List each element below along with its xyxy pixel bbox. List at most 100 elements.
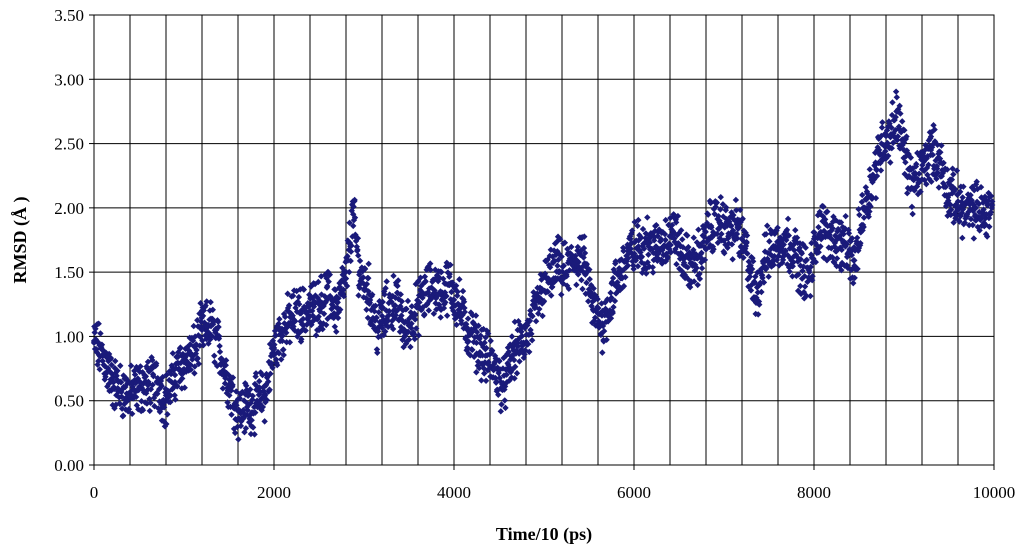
- data-point: [635, 216, 642, 224]
- data-point: [631, 218, 638, 226]
- data-point: [395, 277, 402, 284]
- data-point: [302, 327, 309, 334]
- data-point: [563, 272, 570, 280]
- data-point: [824, 230, 831, 237]
- data-point: [783, 236, 790, 244]
- data-point: [392, 294, 399, 302]
- data-point: [650, 237, 658, 244]
- data-point: [917, 188, 924, 195]
- data-point: [926, 142, 933, 150]
- data-point: [989, 198, 996, 205]
- data-point: [655, 250, 662, 257]
- data-point: [961, 219, 969, 226]
- data-point: [797, 262, 804, 269]
- data-point: [415, 332, 422, 339]
- data-point: [743, 238, 750, 246]
- data-point: [440, 275, 447, 282]
- data-point: [581, 233, 588, 240]
- data-point: [197, 300, 204, 307]
- data-point: [761, 248, 769, 255]
- data-point: [773, 246, 780, 253]
- data-point: [888, 145, 895, 152]
- data-point: [503, 371, 510, 378]
- data-point: [789, 263, 796, 270]
- data-point: [729, 227, 737, 234]
- data-point: [548, 292, 555, 299]
- data-point: [261, 391, 269, 398]
- data-point: [792, 226, 799, 234]
- data-point: [331, 323, 339, 330]
- data-point: [94, 338, 102, 346]
- data-point: [902, 152, 910, 160]
- data-point: [350, 203, 357, 210]
- data-point: [584, 268, 592, 275]
- data-point: [521, 351, 528, 358]
- data-point: [209, 306, 216, 313]
- data-point: [947, 206, 955, 213]
- data-point: [422, 278, 429, 285]
- data-point: [374, 326, 381, 334]
- data-point: [824, 208, 831, 215]
- data-point: [125, 406, 133, 413]
- data-point: [695, 226, 702, 233]
- data-point: [820, 203, 827, 210]
- data-point: [611, 268, 618, 276]
- data-point: [867, 203, 874, 210]
- data-point: [546, 264, 554, 271]
- data-point: [892, 113, 899, 121]
- data-point: [859, 191, 866, 199]
- data-point: [106, 368, 114, 375]
- data-point: [623, 244, 631, 251]
- data-point: [540, 297, 548, 305]
- data-point: [754, 269, 761, 276]
- data-point: [541, 270, 549, 277]
- data-point: [761, 256, 768, 263]
- data-point: [538, 276, 545, 283]
- data-point: [726, 218, 733, 225]
- data-point: [365, 288, 372, 295]
- data-point: [379, 324, 386, 332]
- data-point: [107, 354, 115, 362]
- data-point: [746, 273, 754, 280]
- data-point: [799, 267, 806, 275]
- data-point: [848, 247, 855, 255]
- data-point: [265, 378, 272, 385]
- data-point: [410, 330, 418, 338]
- data-point: [481, 339, 488, 346]
- data-point: [680, 256, 687, 263]
- data-point: [734, 235, 741, 242]
- data-point: [644, 214, 651, 221]
- data-point: [252, 400, 260, 407]
- data-point: [976, 227, 983, 234]
- y-axis-title: RMSD (Å ): [10, 197, 31, 284]
- data-point: [743, 249, 750, 257]
- data-point: [821, 216, 829, 223]
- data-point: [548, 280, 555, 288]
- data-point: [590, 285, 597, 292]
- data-point: [970, 235, 978, 242]
- data-point: [268, 360, 275, 367]
- data-point: [454, 288, 461, 295]
- data-point: [177, 344, 184, 351]
- data-point: [762, 230, 770, 238]
- data-point: [929, 141, 936, 149]
- data-point: [224, 399, 231, 406]
- data-point: [767, 245, 774, 253]
- data-point: [640, 245, 648, 252]
- data-point: [980, 206, 987, 213]
- data-point: [674, 231, 681, 239]
- data-point: [630, 265, 637, 273]
- data-point: [866, 208, 873, 215]
- data-point: [887, 159, 894, 166]
- data-point: [90, 339, 98, 347]
- data-point: [171, 371, 179, 379]
- data-point: [222, 357, 230, 364]
- data-point: [266, 386, 273, 394]
- data-point: [288, 313, 296, 321]
- data-point: [890, 129, 897, 137]
- data-point: [641, 239, 648, 247]
- data-point: [656, 245, 664, 253]
- data-point: [752, 273, 759, 280]
- data-point: [677, 243, 684, 250]
